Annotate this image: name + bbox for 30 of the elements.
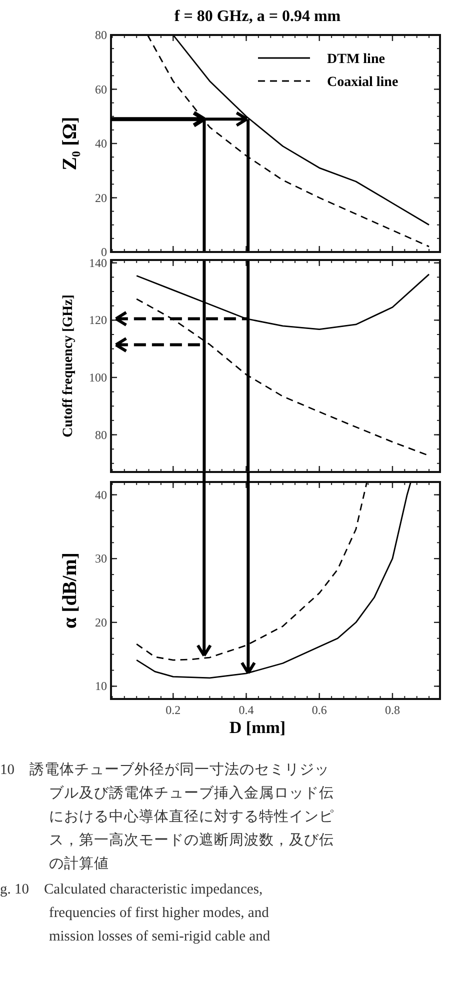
x-tick-label: 0.2 — [166, 703, 181, 717]
y-tick-label: 10 — [95, 679, 107, 694]
text: における中心導体直径に対する特性インピ — [49, 808, 334, 825]
text: の計算値 — [49, 855, 109, 872]
legend-label: Coaxial line — [327, 75, 398, 90]
text: 10 誘電体チューブ外径が同一寸法のセミリジッ — [0, 761, 330, 778]
y-tick-label: 80 — [95, 28, 107, 42]
y-tick-label: 120 — [89, 313, 107, 328]
y-axis-title: α [dB/m] — [59, 552, 81, 629]
y-tick-label: 20 — [95, 615, 107, 630]
y-axis-title: Z₀ [Ω] — [59, 116, 81, 170]
y-tick-label: 100 — [89, 370, 107, 384]
y-tick-label: 60 — [95, 82, 107, 96]
text: g. 10 Calculated characteristic impedances, — [0, 882, 263, 898]
text: ブル及び誘電体チューブ挿入金属ロッド伝 — [49, 784, 334, 802]
y-tick-label: 30 — [95, 552, 107, 566]
chart-title: f = 80 GHz, a = 0.94 mm — [174, 8, 342, 25]
text: frequencies of first higher modes, and — [49, 905, 270, 921]
y-tick-label: 20 — [95, 190, 107, 205]
text: mission losses of semi-rigid cable and — [49, 928, 271, 944]
x-tick-label: 0.4 — [238, 703, 254, 717]
y-tick-label: 40 — [95, 488, 107, 502]
x-tick-label: 0.8 — [384, 703, 400, 717]
y-axis-title: Cutoff frequency [GHz] — [61, 294, 76, 438]
y-tick-label: 80 — [95, 428, 107, 442]
x-tick-label: 0.6 — [312, 703, 327, 717]
legend-label: DTM line — [327, 52, 385, 67]
text: ス，第一高次モードの遮断周波数，及び伝 — [49, 832, 334, 848]
x-axis-title: D [mm] — [229, 718, 286, 737]
y-tick-label: 40 — [95, 136, 107, 150]
